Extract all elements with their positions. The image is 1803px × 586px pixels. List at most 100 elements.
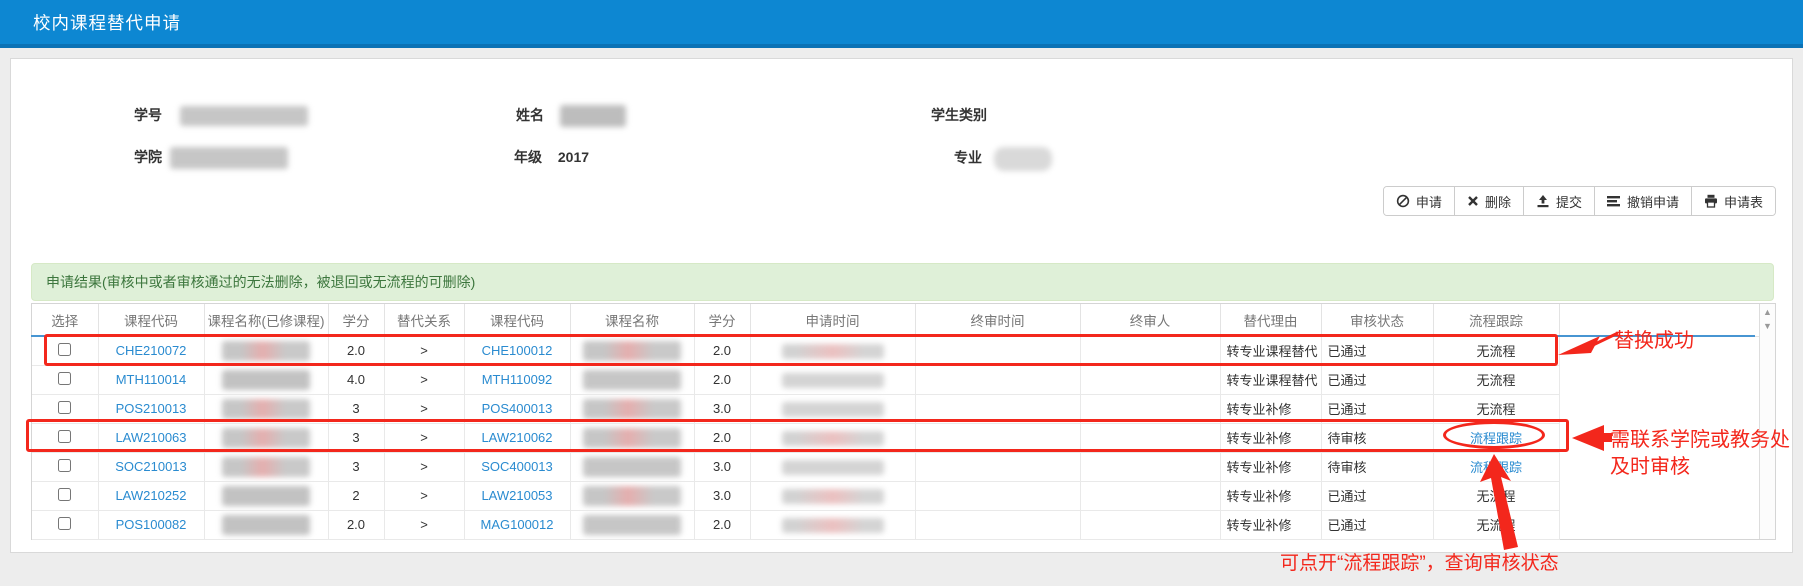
- course-name-redacted: [569, 393, 695, 424]
- col-apply-time: 申请时间: [749, 304, 916, 337]
- field-name: 姓名: [516, 105, 626, 128]
- col-course-code-old: 课程代码: [97, 304, 205, 337]
- col-relation: 替代关系: [383, 304, 465, 337]
- course-code-link[interactable]: LAW210063: [115, 430, 187, 445]
- student-id-label: 学号: [134, 107, 162, 123]
- col-course-name-new: 课程名称: [569, 304, 695, 337]
- results-grid: 选择 课程代码 课程名称(已修课程) 学分 替代关系 课程代码 课程名称 学分 …: [31, 303, 1776, 540]
- col-final-reviewer: 终审人: [1079, 304, 1221, 337]
- course-code-link[interactable]: POS400013: [481, 401, 553, 416]
- table-header-row: 选择 课程代码 课程名称(已修课程) 学分 替代关系 课程代码 课程名称 学分 …: [32, 304, 1759, 337]
- table-row: POS210013 3 > POS400013 3.0 转专业补修 已通过 无流…: [32, 393, 1759, 424]
- table-row: SOC210013 3 > SOC400013 3.0 转专业补修 待审核 流程…: [32, 451, 1759, 482]
- course-code-link[interactable]: POS210013: [115, 401, 187, 416]
- status-text: 已通过: [1320, 393, 1434, 424]
- track-text: 无流程: [1476, 344, 1516, 359]
- col-reason: 替代理由: [1219, 304, 1322, 337]
- col-credit-old: 学分: [327, 304, 385, 337]
- col-status: 审核状态: [1320, 304, 1434, 337]
- grade-label: 年级: [514, 149, 542, 165]
- row-select-checkbox[interactable]: [58, 516, 72, 530]
- course-code-link[interactable]: POS100082: [115, 517, 187, 532]
- course-name-redacted: [569, 364, 695, 395]
- course-code-link[interactable]: LAW210252: [115, 488, 187, 503]
- apply-time-redacted: [749, 335, 916, 366]
- apply-time-redacted: [749, 422, 916, 453]
- field-college: 学院: [134, 147, 288, 170]
- app-header: 校内课程替代申请: [0, 0, 1803, 48]
- scroll-down-icon[interactable]: ▼: [1763, 321, 1772, 331]
- scroll-up-icon[interactable]: ▲: [1763, 307, 1772, 317]
- track-link[interactable]: 流程跟踪: [1469, 460, 1522, 475]
- table-row: POS100082 2.0 > MAG100012 2.0 转专业补修 已通过 …: [32, 509, 1759, 540]
- course-code-link[interactable]: MAG100012: [480, 517, 554, 532]
- course-name-redacted: [569, 509, 695, 540]
- table-row: LAW210063 3 > LAW210062 2.0 转专业补修 待审核 流程…: [32, 422, 1759, 453]
- course-code-link[interactable]: LAW210053: [481, 488, 553, 503]
- withdraw-button[interactable]: 撤销申请: [1593, 187, 1691, 215]
- col-course-code-new: 课程代码: [463, 304, 571, 337]
- course-name-redacted: [203, 364, 329, 395]
- status-text: 已通过: [1320, 509, 1434, 540]
- student-type-label: 学生类别: [931, 107, 987, 123]
- field-student-id: 学号: [134, 105, 308, 127]
- apply-time-redacted: [749, 393, 916, 424]
- course-name-redacted: [203, 509, 329, 540]
- name-redacted-value: [559, 105, 626, 128]
- major-label: 专业: [954, 149, 982, 166]
- field-major: 专业: [954, 147, 1052, 171]
- table-row: CHE210072 2.0 > CHE100012 2.0 转专业课程替代 已通…: [32, 335, 1759, 366]
- page-title: 校内课程替代申请: [33, 12, 181, 33]
- course-code-link[interactable]: SOC400013: [481, 459, 553, 474]
- field-grade: 年级 2017: [514, 147, 589, 167]
- course-name-redacted: [569, 451, 695, 482]
- course-code-link[interactable]: LAW210062: [481, 430, 553, 445]
- delete-button[interactable]: 删除: [1453, 187, 1523, 215]
- row-select-checkbox[interactable]: [58, 458, 72, 472]
- row-select-checkbox[interactable]: [58, 400, 72, 414]
- track-link[interactable]: 流程跟踪: [1469, 431, 1522, 446]
- student-id-redacted-value: [179, 106, 308, 127]
- track-text: 无流程: [1476, 373, 1516, 388]
- notice-bar: 申请结果(审核中或者审核通过的无法删除，被退回或无流程的可删除): [31, 263, 1774, 301]
- course-name-redacted: [203, 393, 329, 424]
- ban-icon: [1396, 194, 1410, 208]
- upload-icon: [1536, 194, 1550, 208]
- row-select-checkbox[interactable]: [58, 429, 72, 443]
- college-redacted-value: [169, 147, 288, 170]
- table-row: MTH110014 4.0 > MTH110092 2.0 转专业课程替代 已通…: [32, 364, 1759, 395]
- submit-button[interactable]: 提交: [1522, 187, 1594, 215]
- course-name-redacted: [203, 451, 329, 482]
- course-code-link[interactable]: CHE210072: [115, 343, 187, 358]
- status-text: 已通过: [1320, 335, 1434, 366]
- application-form-button[interactable]: 申请表: [1690, 187, 1775, 215]
- course-name-redacted: [569, 335, 695, 366]
- course-code-link[interactable]: SOC210013: [115, 459, 187, 474]
- row-select-checkbox[interactable]: [58, 342, 72, 356]
- course-code-link[interactable]: MTH110014: [115, 372, 187, 387]
- table-row: LAW210252 2 > LAW210053 3.0 转专业补修 已通过 无流…: [32, 480, 1759, 511]
- course-name-redacted: [203, 480, 329, 511]
- x-icon: [1467, 195, 1479, 207]
- college-label: 学院: [134, 149, 162, 165]
- col-final-time: 终审时间: [914, 304, 1081, 337]
- table-scrollbar[interactable]: ▲ ▼: [1759, 304, 1775, 539]
- course-code-link[interactable]: MTH110092: [481, 372, 553, 387]
- track-text: 无流程: [1476, 402, 1516, 417]
- course-name-redacted: [569, 480, 695, 511]
- course-code-link[interactable]: CHE100012: [481, 343, 553, 358]
- course-name-redacted: [569, 422, 695, 453]
- track-text: 无流程: [1476, 489, 1516, 504]
- course-name-redacted: [203, 335, 329, 366]
- row-select-checkbox[interactable]: [58, 487, 72, 501]
- row-select-checkbox[interactable]: [58, 371, 72, 385]
- apply-button[interactable]: 申请: [1383, 187, 1454, 215]
- status-text: 待审核: [1320, 451, 1434, 482]
- results-table: 选择 课程代码 课程名称(已修课程) 学分 替代关系 课程代码 课程名称 学分 …: [32, 304, 1759, 540]
- field-student-type: 学生类别: [931, 105, 999, 125]
- name-label: 姓名: [516, 107, 544, 123]
- course-name-redacted: [203, 422, 329, 453]
- status-text: 已通过: [1320, 364, 1434, 395]
- status-text: 待审核: [1320, 422, 1434, 453]
- major-redacted-value: [993, 147, 1052, 171]
